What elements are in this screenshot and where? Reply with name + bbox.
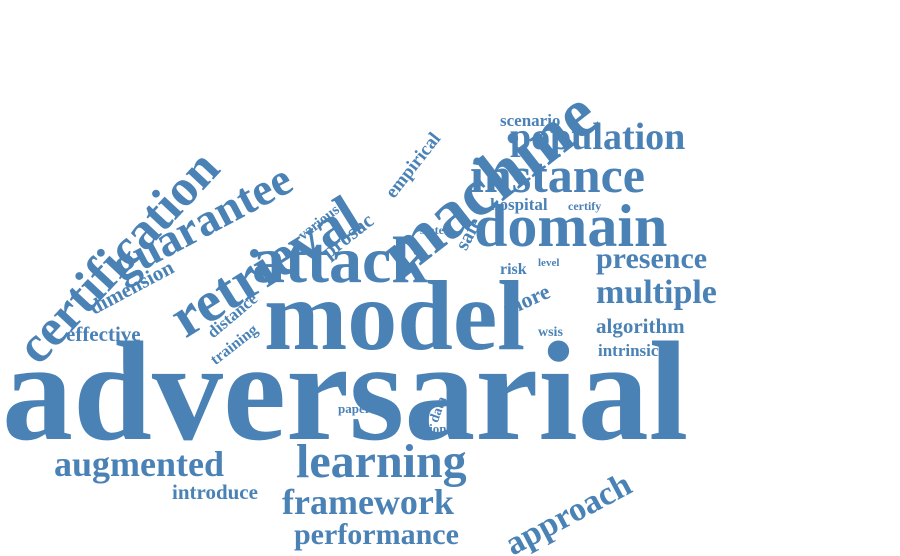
word-performance: performance <box>294 520 459 550</box>
word-paper: paper <box>338 402 371 415</box>
word-presence: presence <box>596 244 707 274</box>
word-risk: risk <box>500 262 527 278</box>
word-wsis: wsis <box>538 326 563 340</box>
word-multiple: multiple <box>596 276 717 310</box>
word-level: level <box>538 258 559 269</box>
word-approach: approach <box>500 468 637 556</box>
word-certify: certify <box>568 200 601 212</box>
word-introduce: introduce <box>172 482 258 503</box>
word-algorithm: algorithm <box>596 316 685 337</box>
word-vision: vision <box>414 422 447 435</box>
word-intrinsic: intrinsic <box>598 342 658 359</box>
word-framework: framework <box>282 484 454 520</box>
word-augmented: augmented <box>54 446 224 482</box>
word-learning: learning <box>296 438 467 486</box>
